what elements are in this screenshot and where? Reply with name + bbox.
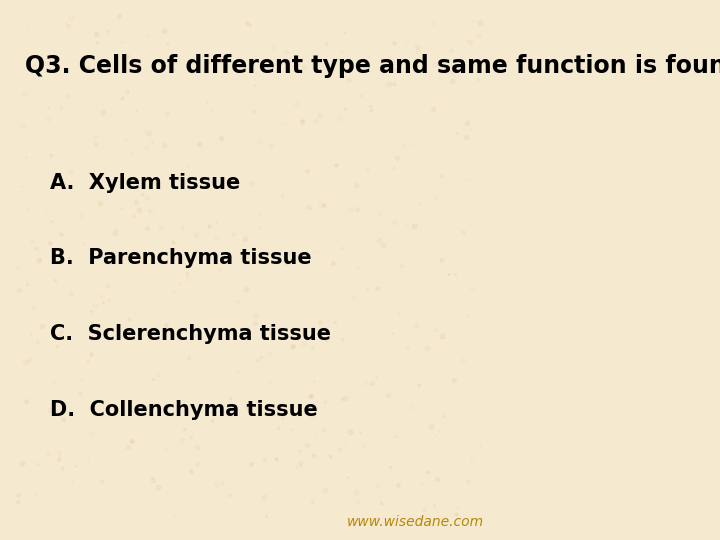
FancyBboxPatch shape bbox=[0, 0, 504, 540]
Text: C.  Sclerenchyma tissue: C. Sclerenchyma tissue bbox=[50, 324, 331, 344]
Text: www.wisedane.com: www.wisedane.com bbox=[347, 515, 485, 529]
Text: D.  Collenchyma tissue: D. Collenchyma tissue bbox=[50, 400, 318, 420]
Text: Q3. Cells of different type and same function is found in: Q3. Cells of different type and same fun… bbox=[25, 54, 720, 78]
Text: B.  Parenchyma tissue: B. Parenchyma tissue bbox=[50, 248, 312, 268]
Text: A.  Xylem tissue: A. Xylem tissue bbox=[50, 173, 240, 193]
